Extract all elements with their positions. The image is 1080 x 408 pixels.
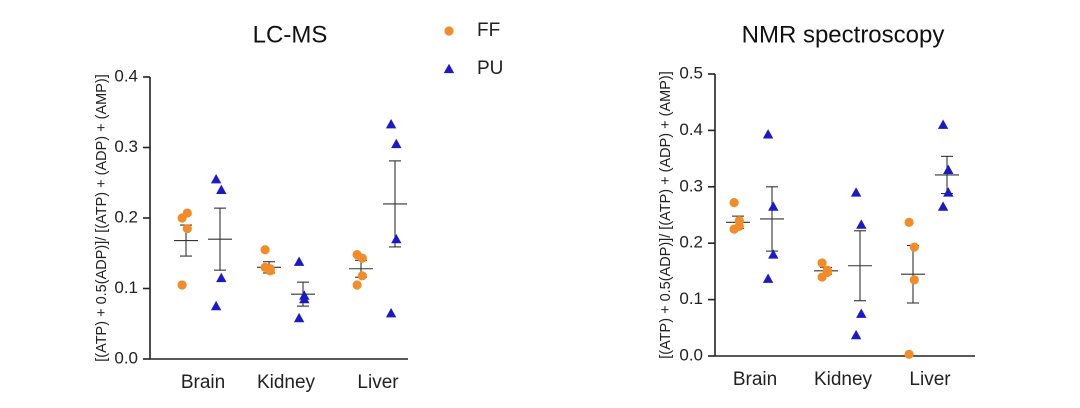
data-point-ff-liver bbox=[357, 271, 367, 281]
y-tick-label: 0.0 bbox=[114, 348, 138, 367]
data-point-ff-brain bbox=[729, 197, 739, 208]
data-point-ff-liver bbox=[904, 217, 914, 227]
y-axis-label: [(ATP) + 0.5(ADP)]/ [(ATP) + (ADP) + (AM… bbox=[658, 71, 674, 359]
data-point-ff-liver bbox=[904, 349, 914, 359]
data-point-pu-brain bbox=[210, 300, 222, 311]
data-point-ff-kidney bbox=[817, 272, 827, 282]
data-point-pu-kidney bbox=[293, 312, 305, 323]
data-point-pu-kidney bbox=[299, 293, 310, 304]
x-tick-label-brain: Brain bbox=[733, 369, 777, 390]
chart-title: NMR spectroscopy bbox=[742, 21, 945, 48]
chart-title: LC-MS bbox=[253, 21, 328, 48]
data-point-ff-liver bbox=[909, 275, 919, 285]
data-point-pu-liver bbox=[385, 307, 397, 318]
data-point-ff-kidney bbox=[260, 262, 270, 272]
legend-label-ff: FF bbox=[477, 20, 500, 41]
data-point-pu-kidney bbox=[850, 187, 862, 197]
data-point-ff-kidney bbox=[817, 258, 827, 268]
data-point-ff-liver bbox=[909, 242, 919, 252]
data-point-pu-liver bbox=[391, 138, 402, 149]
legend: FF PU bbox=[443, 20, 503, 79]
x-tick-label-kidney: Kidney bbox=[257, 372, 316, 393]
y-tick-label: 0.4 bbox=[679, 120, 703, 139]
y-tick-label: 0.5 bbox=[679, 63, 703, 82]
data-point-pu-kidney bbox=[293, 256, 305, 266]
data-point-pu-kidney bbox=[856, 308, 867, 318]
y-tick-label: 0.0 bbox=[679, 345, 703, 364]
data-point-pu-brain bbox=[768, 249, 779, 259]
data-point-pu-liver bbox=[391, 233, 402, 244]
data-point-pu-brain bbox=[216, 272, 227, 283]
data-point-pu-liver bbox=[937, 119, 949, 129]
data-point-pu-brain bbox=[762, 129, 774, 139]
data-point-pu-kidney bbox=[850, 329, 862, 340]
y-tick-label: 0.2 bbox=[114, 207, 138, 226]
x-tick-label-liver: Liver bbox=[909, 369, 951, 390]
legend-marker-ff bbox=[444, 26, 454, 36]
data-point-ff-liver bbox=[352, 280, 362, 290]
panel-lc-ms: LC-MS [(ATP) + 0.5(ADP)]/ [(ATP) + (ADP) … bbox=[94, 21, 408, 393]
x-tick-label-kidney: Kidney bbox=[814, 369, 873, 390]
data-point-pu-liver bbox=[943, 164, 954, 175]
y-tick-label: 0.3 bbox=[114, 137, 138, 156]
panel-nmr-spectroscopy: NMR spectroscopy [(ATP) + 0.5(ADP)]/ [(AT… bbox=[658, 21, 975, 390]
y-tick-label: 0.4 bbox=[114, 66, 138, 85]
data-point-pu-brain bbox=[768, 201, 779, 211]
legend-marker-pu bbox=[443, 63, 455, 74]
data-point-ff-brain bbox=[182, 208, 192, 218]
x-tick-label-brain: Brain bbox=[181, 372, 225, 393]
data-point-pu-liver bbox=[385, 119, 397, 129]
data-point-pu-brain bbox=[762, 273, 774, 283]
data-point-pu-liver bbox=[937, 201, 949, 211]
data-point-pu-brain bbox=[210, 174, 222, 184]
data-point-ff-kidney bbox=[260, 245, 270, 255]
data-point-ff-brain bbox=[182, 223, 192, 234]
y-tick-label: 0.3 bbox=[679, 176, 703, 195]
legend-label-pu: PU bbox=[477, 58, 503, 79]
data-point-pu-brain bbox=[216, 184, 227, 194]
data-point-ff-liver bbox=[357, 253, 367, 263]
data-point-pu-liver bbox=[943, 187, 954, 197]
data-point-ff-brain bbox=[177, 280, 187, 290]
y-tick-label: 0.1 bbox=[114, 278, 138, 297]
data-point-ff-brain bbox=[729, 224, 739, 234]
x-tick-label-liver: Liver bbox=[357, 372, 399, 393]
data-point-pu-kidney bbox=[856, 219, 867, 229]
y-tick-label: 0.1 bbox=[679, 289, 703, 308]
y-tick-label: 0.2 bbox=[679, 233, 703, 252]
y-axis-label: [(ATP) + 0.5(ADP)]/ [(ATP) + (ADP) + (AM… bbox=[94, 74, 110, 362]
